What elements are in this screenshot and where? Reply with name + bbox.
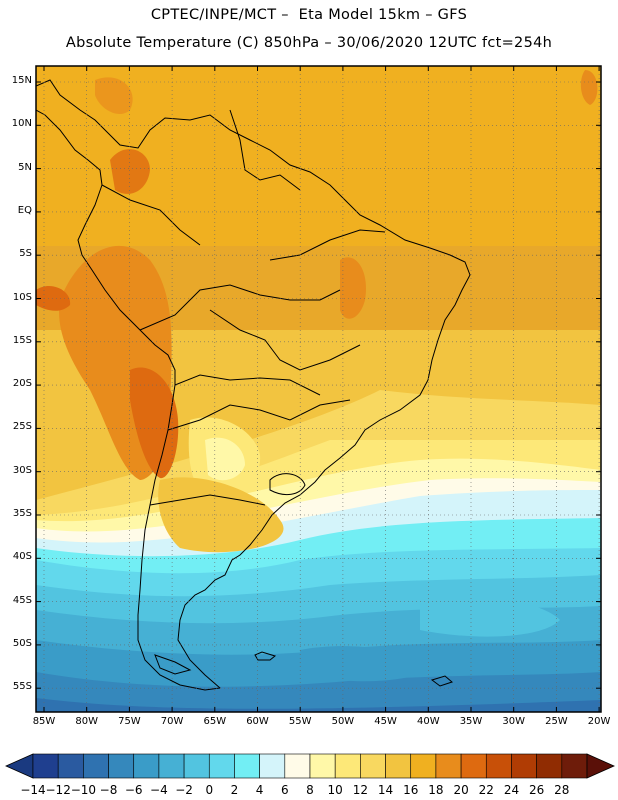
- colorbar-tick-label: 10: [327, 783, 343, 797]
- colorbar-tick-label: −6: [124, 783, 143, 797]
- lon-label-35w: 35W: [459, 716, 483, 727]
- colorbar-tick-label: 0: [205, 783, 214, 797]
- colorbar-swatch: [334, 753, 361, 779]
- lat-label-40s: 40S: [12, 551, 32, 563]
- colorbar-tick-label: 2: [230, 783, 239, 797]
- colorbar-tick-label: −4: [150, 783, 168, 797]
- colorbar-tick-label: 4: [255, 783, 264, 797]
- colorbar-tick-label: −2: [175, 783, 193, 797]
- colorbar-over-arrow: [586, 753, 615, 779]
- colorbar-tick-label: 22: [478, 783, 494, 797]
- lat-label-eq: EQ: [17, 204, 32, 216]
- colorbar-swatch: [360, 753, 386, 779]
- colorbar-tick-label: −12: [45, 783, 71, 797]
- lat-label-25s: 25S: [12, 421, 32, 433]
- lat-label-50s: 50S: [12, 637, 32, 649]
- colorbar-tick-label: 16: [403, 783, 419, 797]
- colorbar-swatch: [259, 753, 286, 779]
- colorbar-tick-label: 28: [554, 783, 570, 797]
- colorbar-swatch: [57, 753, 84, 779]
- lon-label-25w: 25W: [545, 716, 568, 727]
- colorbar-swatch: [435, 753, 462, 779]
- lon-label-40w: 40W: [416, 716, 440, 727]
- colorbar-swatch: [385, 753, 412, 779]
- lon-label-45w: 45W: [374, 716, 397, 727]
- lat-label-35s: 35S: [12, 508, 32, 519]
- lon-label-85w: 85W: [32, 716, 56, 727]
- axis-ticks: [36, 66, 601, 712]
- lat-label-15s: 15S: [12, 334, 32, 346]
- lat-label-20s: 20S: [12, 378, 32, 390]
- lon-label-55w: 55W: [288, 716, 312, 727]
- colorbar-swatch: [460, 753, 487, 779]
- lat-label-45s: 45S: [12, 594, 32, 606]
- colorbar-swatch: [32, 753, 59, 779]
- colorbar-tick-label: 6: [280, 783, 289, 797]
- lat-label-5n: 5N: [18, 161, 32, 173]
- lon-label-75w: 75W: [118, 716, 141, 727]
- colorbar-swatch: [284, 753, 311, 779]
- lon-label-60w: 60W: [246, 716, 269, 727]
- colorbar-tick-label: 26: [528, 783, 545, 797]
- lat-label-55s: 55S: [12, 681, 32, 693]
- colorbar-tick-label: 20: [453, 783, 469, 797]
- colorbar-tick-label: −14: [20, 783, 46, 797]
- colorbar-swatch: [561, 753, 588, 779]
- colorbar-swatch: [183, 753, 210, 779]
- map-title-line-2: Absolute Temperature (C) 850hPa – 30/06/…: [65, 35, 553, 51]
- lat-label-15n: 15N: [11, 75, 32, 86]
- colorbar-tick-label: 18: [428, 783, 444, 797]
- lon-label-30w: 30W: [502, 716, 525, 727]
- colorbar-swatch: [133, 753, 160, 779]
- lat-label-10s: 10S: [12, 291, 32, 303]
- lon-label-70w: 70W: [160, 716, 184, 727]
- colorbar-swatch: [511, 753, 537, 779]
- lat-label-30s: 30S: [12, 464, 32, 476]
- lon-label-20w: 20W: [587, 716, 611, 727]
- lat-label-5s: 5S: [19, 248, 32, 260]
- colorbar-swatch: [158, 753, 185, 779]
- colorbar-swatch: [536, 753, 563, 779]
- map-frame: [35, 65, 602, 713]
- colorbar-swatch: [410, 753, 437, 779]
- coastlines: [36, 79, 471, 691]
- temperature-field: [36, 66, 601, 712]
- colorbar-swatch: [83, 753, 109, 779]
- lat-label-10n: 10N: [11, 118, 32, 130]
- colorbar-tick-label: −10: [70, 783, 97, 797]
- colorbar-tick-label: 12: [352, 783, 368, 797]
- colorbar-swatch: [485, 753, 512, 779]
- colorbar-tick-label: −8: [99, 783, 118, 797]
- lon-label-50w: 50W: [331, 716, 355, 727]
- lon-label-80w: 80W: [75, 716, 98, 727]
- colorbar-swatch: [309, 753, 336, 779]
- colorbar-under-arrow: [5, 753, 34, 779]
- colorbar-tick-label: 24: [503, 783, 520, 797]
- lon-label-65w: 65W: [203, 716, 227, 727]
- colorbar-tick-label: 8: [306, 783, 314, 797]
- colorbar-swatch: [208, 753, 235, 779]
- colorbar-swatch: [108, 753, 135, 779]
- colorbar-tick-label: 14: [377, 783, 394, 797]
- colorbar-swatch: [234, 753, 260, 779]
- map-title-line-1: CPTEC/INPE/MCT – Eta Model 15km – GFS: [150, 7, 468, 23]
